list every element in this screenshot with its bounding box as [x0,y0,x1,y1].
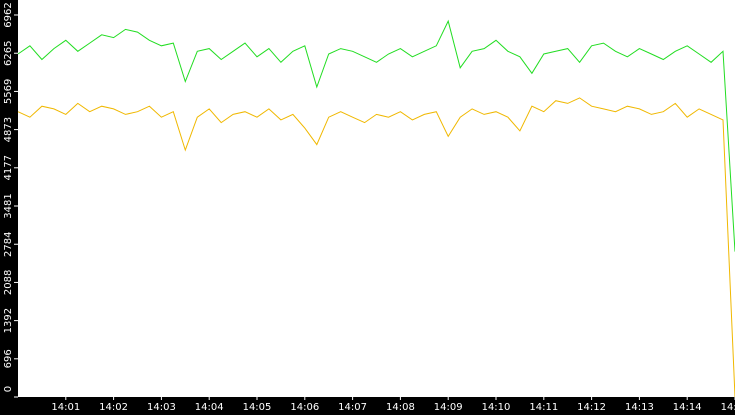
y-tick-label: 5569 [3,79,14,104]
y-tick-label: 2784 [3,232,14,257]
x-tick-label: 14:13 [625,402,654,413]
y-tick-label: 2088 [3,270,14,295]
x-tick-label: 14:07 [338,402,367,413]
y-tick-label: 0 [3,386,14,392]
x-tick-label: 14:01 [51,402,80,413]
y-tick-label: 4177 [3,155,14,180]
x-tick-label: 14:15 [721,402,735,413]
y-tick-label: 696 [3,349,14,368]
y-tick-label: 4873 [3,117,14,142]
y-tick-label: 3481 [3,193,14,218]
x-tick-label: 14:05 [243,402,272,413]
x-tick-label: 14:11 [529,402,558,413]
x-tick-label: 14:02 [99,402,128,413]
y-tick-label: 1392 [3,308,14,333]
y-tick-label: 6962 [3,2,14,27]
x-tick-label: 14:04 [195,402,224,413]
x-tick-label: 14:10 [482,402,511,413]
x-tick-label: 14:14 [673,402,702,413]
y-axis-band [0,0,18,415]
x-tick-label: 14:12 [577,402,606,413]
series-line [17,97,735,398]
series-line [17,19,735,252]
y-tick-label: 6265 [3,40,14,65]
x-tick-label: 14:09 [434,402,463,413]
x-tick-label: 14:03 [147,402,176,413]
x-tick-label: 14:06 [290,402,319,413]
x-tick-label: 14:08 [386,402,415,413]
x-axis-band [0,397,735,415]
